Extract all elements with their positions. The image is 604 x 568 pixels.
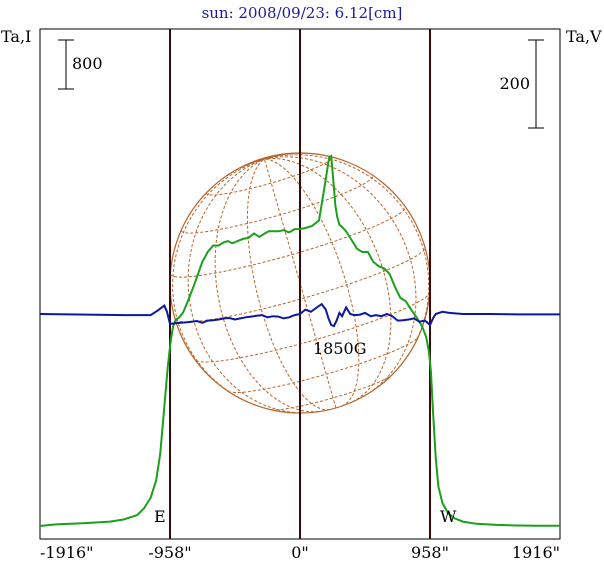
field-annotation: 1850G xyxy=(313,339,367,358)
x-tick-label: 1916" xyxy=(512,543,560,562)
chart-title: sun: 2008/09/23: 6.12[cm] xyxy=(202,4,403,22)
x-tick-label: -1916" xyxy=(40,543,93,562)
east-limb-label: E xyxy=(154,507,166,526)
west-limb-label: W xyxy=(440,507,457,526)
x-tick-label: -958" xyxy=(148,543,191,562)
left-scale-label: 800 xyxy=(72,54,103,73)
right-scale-label: 200 xyxy=(499,74,530,93)
right-axis-label: Ta,V xyxy=(566,27,602,46)
x-tick-labels: -1916" -958" 0" 958" 1916" xyxy=(40,543,560,562)
x-tick-label: 0" xyxy=(291,543,309,562)
left-axis-label: Ta,I xyxy=(1,27,31,46)
x-tick-label: 958" xyxy=(411,543,449,562)
